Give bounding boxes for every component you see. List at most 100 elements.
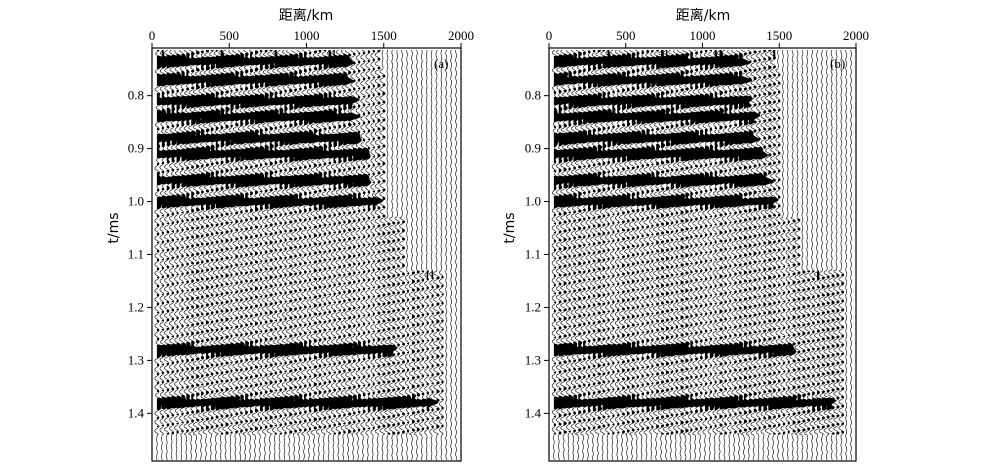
trace-fill (308, 367, 311, 368)
trace-fill (176, 239, 179, 240)
trace-fill (362, 385, 365, 386)
trace-fill (308, 262, 311, 263)
trace-fill (421, 393, 425, 395)
trace-fill (367, 104, 370, 105)
trace-fill (622, 124, 625, 126)
trace-fill (196, 358, 200, 360)
trace-fill (348, 413, 352, 415)
trace-fill (333, 232, 336, 233)
trace-fill (553, 416, 556, 417)
trace-fill (161, 329, 164, 330)
trace-fill (431, 383, 434, 384)
trace-fill (714, 224, 717, 225)
trace-fill (729, 362, 732, 363)
x-tick-label: 1000 (294, 28, 320, 43)
trace-fill (690, 70, 693, 73)
trace-fill (362, 61, 365, 62)
trace-fill (782, 336, 785, 337)
trace-fill (612, 97, 625, 121)
trace-fill (343, 248, 346, 249)
trace-fill (758, 226, 761, 227)
trace-fill (431, 313, 434, 314)
trace-fill (274, 50, 284, 68)
trace-fill (358, 307, 360, 308)
panel-b-traces (551, 49, 852, 461)
trace-fill (358, 237, 360, 238)
trace-fill (367, 174, 370, 175)
trace-fill (333, 267, 336, 268)
trace-fill (787, 335, 790, 336)
trace-fill (240, 229, 243, 230)
trace-fill (568, 431, 571, 432)
trace-fill (778, 433, 781, 434)
trace-fill (665, 170, 670, 172)
trace-fill (259, 366, 262, 367)
trace-wiggle (408, 49, 426, 461)
trace-fill (328, 364, 331, 365)
trace-fill (714, 259, 717, 260)
trace-fill (729, 222, 732, 223)
trace-fill (338, 97, 351, 121)
trace-fill (186, 325, 189, 326)
trace-fill (407, 308, 409, 309)
trace-fill (367, 253, 370, 254)
trace-fill (230, 423, 233, 424)
trace-fill (656, 189, 660, 191)
trace-fill (367, 244, 370, 245)
trace-fill (729, 318, 732, 319)
trace-fill (704, 287, 708, 288)
trace-wiggle (828, 49, 836, 461)
trace-fill (240, 264, 243, 265)
trace-fill (255, 409, 259, 412)
trace-wiggle (424, 49, 439, 461)
trace-fill (333, 337, 336, 338)
trace-fill (583, 358, 586, 360)
trace-fill (724, 97, 737, 121)
trace-fill (709, 330, 712, 331)
trace-fill (426, 340, 429, 341)
trace-wiggle (355, 49, 371, 461)
trace-fill (704, 427, 707, 428)
trace-fill (441, 364, 444, 365)
trace-fill (279, 433, 282, 434)
trace-fill (587, 244, 591, 245)
trace-fill (367, 428, 370, 429)
panel-a-x-title: 距离/km (279, 7, 333, 24)
trace-wiggle (756, 49, 772, 461)
trace-wiggle (813, 49, 830, 461)
trace-fill (704, 322, 708, 323)
trace-fill (259, 226, 262, 227)
trace-fill (372, 77, 375, 78)
trace-fill (617, 432, 620, 433)
trace-fill (636, 289, 639, 290)
y-tick-label: 1.4 (128, 405, 145, 420)
trace-fill (161, 320, 164, 321)
trace-fill (387, 345, 398, 357)
trace-fill (617, 257, 620, 258)
trace-fill (259, 296, 262, 297)
trace-wiggle (789, 50, 804, 461)
trace-fill (358, 377, 360, 378)
trace-wiggle (389, 49, 401, 461)
trace-fill (782, 371, 785, 372)
y-tick-label: 0.9 (525, 141, 541, 156)
trace-fill (372, 147, 375, 148)
trace-fill (353, 334, 356, 335)
trace-fill (787, 274, 790, 275)
trace-fill (758, 331, 761, 332)
y-tick-label: 1.0 (128, 194, 144, 209)
trace-fill (269, 329, 273, 331)
trace-fill (161, 250, 164, 251)
y-tick-label: 1.2 (525, 299, 541, 314)
trace-fill (343, 423, 346, 424)
trace-fill (636, 324, 639, 325)
trace-fill (353, 369, 356, 370)
trace-fill (235, 123, 239, 126)
trace-fill (230, 388, 233, 389)
trace-fill (161, 259, 164, 260)
trace-fill (714, 134, 728, 158)
x-tick-label: 2000 (448, 28, 474, 43)
trace-fill (753, 208, 757, 211)
trace-fill (156, 242, 159, 243)
trace-fill (758, 147, 768, 159)
